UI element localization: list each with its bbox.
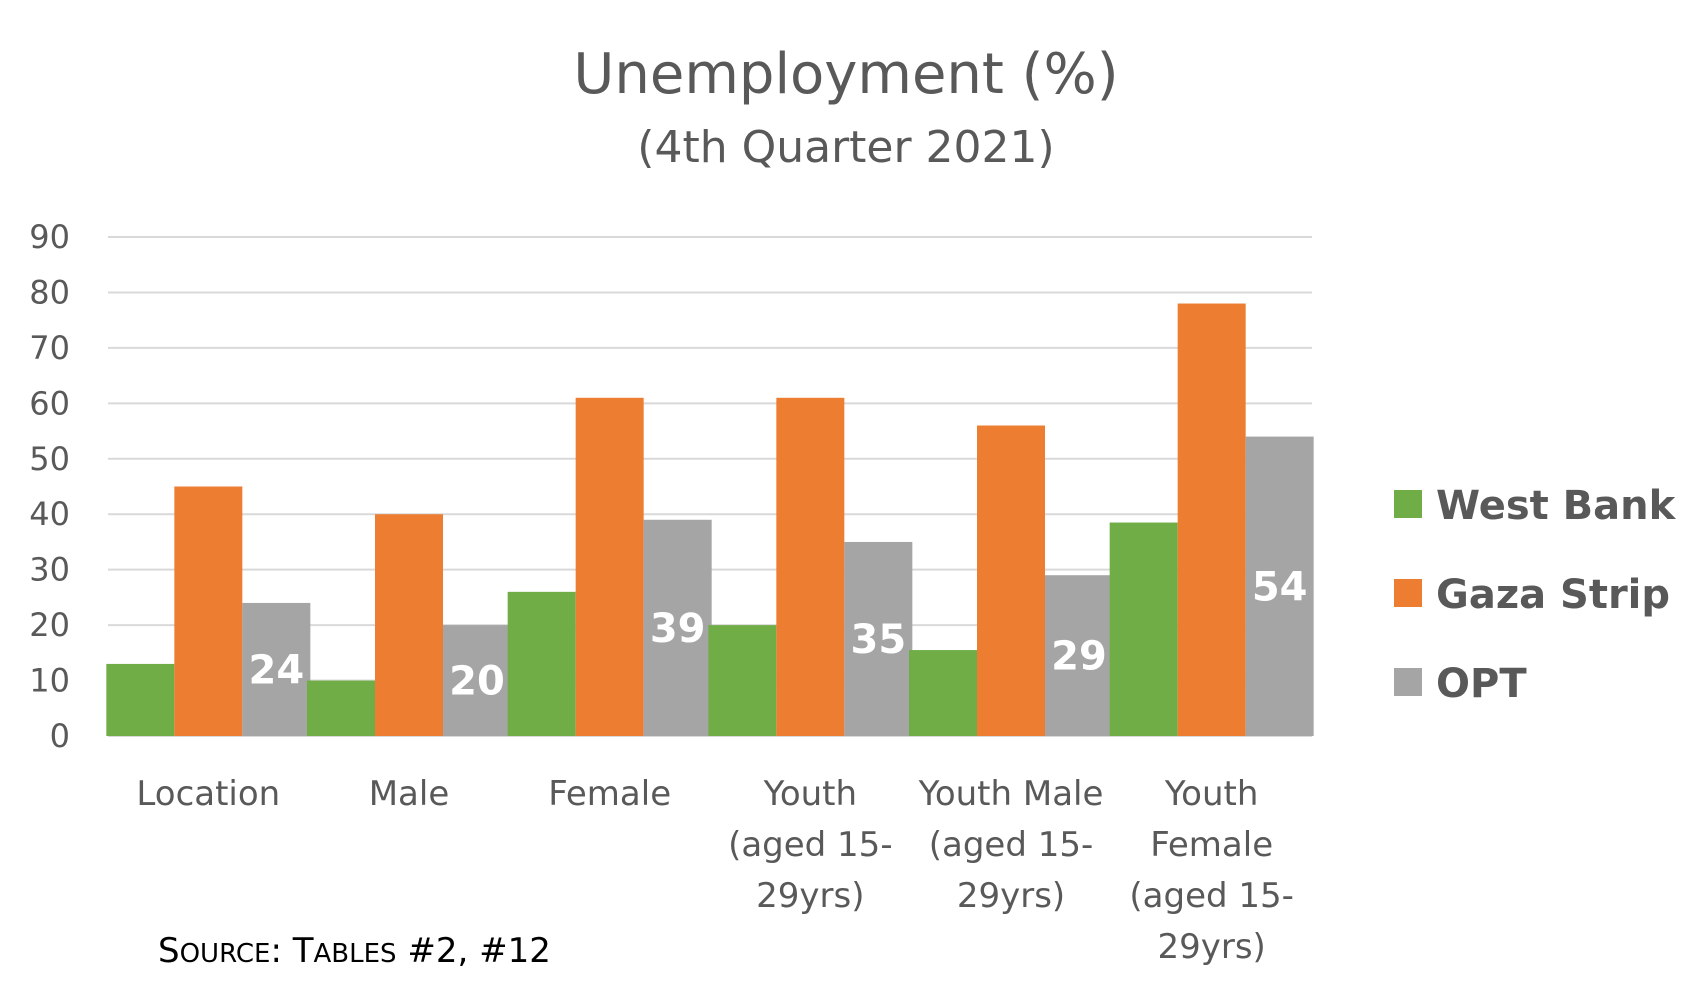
bar-gaza-strip-1 xyxy=(375,514,443,736)
x-axis-category-labels: Location Male Female Youth (aged 15- 29yrs) Yo… xyxy=(136,774,1294,967)
bar-west-bank-5 xyxy=(1109,522,1178,736)
data-label-opt-4: 29 xyxy=(1051,634,1107,680)
data-label-opt-5: 54 xyxy=(1252,564,1308,610)
category-label-5-line-2: (aged 15- xyxy=(1129,876,1294,916)
y-tick-label-80: 80 xyxy=(29,273,70,311)
y-tick-label-30: 30 xyxy=(29,551,70,589)
bar-gaza-strip-3 xyxy=(776,397,845,736)
legend-swatch-opt xyxy=(1394,668,1422,696)
category-label-5-line-3: 29yrs) xyxy=(1157,927,1265,967)
legend-label-west-bank: West Bank xyxy=(1436,483,1677,529)
bar-opt-3 xyxy=(844,541,913,736)
y-tick-label-70: 70 xyxy=(29,329,70,367)
category-label-0-line-0: Location xyxy=(136,774,280,814)
bar-gaza-strip-5 xyxy=(1177,303,1246,736)
source-note: SOURCE: TABLES #2, #12 xyxy=(158,931,551,971)
category-label-3-line-0: Youth xyxy=(763,774,857,814)
bar-opt-5 xyxy=(1245,436,1314,736)
bar-west-bank-0 xyxy=(106,663,175,736)
source-cap-s: S xyxy=(158,931,180,971)
chart-subtitle: (4th Quarter 2021) xyxy=(637,122,1054,173)
bar-opt-1 xyxy=(443,625,511,736)
category-label-3-line-1: (aged 15- xyxy=(728,825,893,865)
data-label-opt-0: 24 xyxy=(248,647,304,693)
bar-gaza-strip-0 xyxy=(174,486,243,736)
category-label-3-line-2: 29yrs) xyxy=(756,876,864,916)
data-labels: 24 20 39 35 29 54 xyxy=(248,564,1307,704)
y-tick-label-50: 50 xyxy=(29,440,70,478)
bar-opt-4 xyxy=(1045,575,1113,736)
data-label-opt-3: 35 xyxy=(850,617,906,663)
category-label-5-line-1: Female xyxy=(1150,825,1273,865)
source-cap-t: T xyxy=(292,931,314,971)
data-label-opt-1: 20 xyxy=(449,659,505,705)
y-tick-label-10: 10 xyxy=(29,662,70,700)
category-label-4-line-1: (aged 15- xyxy=(929,825,1094,865)
category-label-2-line-0: Female xyxy=(548,774,671,814)
y-tick-label-0: 0 xyxy=(50,717,70,755)
source-table-numbers: #2, #12 xyxy=(397,931,551,971)
y-tick-label-60: 60 xyxy=(29,384,70,422)
category-label-4-line-2: 29yrs) xyxy=(957,876,1065,916)
bar-west-bank-1 xyxy=(307,680,375,736)
data-label-opt-2: 39 xyxy=(650,606,706,652)
legend-label-gaza-strip: Gaza Strip xyxy=(1436,572,1670,618)
bar-gaza-strip-2 xyxy=(575,397,644,736)
bars xyxy=(106,303,1314,736)
bar-west-bank-2 xyxy=(507,591,576,736)
bar-opt-2 xyxy=(643,519,712,736)
y-tick-label-40: 40 xyxy=(29,495,70,533)
y-tick-label-90: 90 xyxy=(29,218,70,256)
bar-gaza-strip-4 xyxy=(977,425,1045,736)
category-label-4-line-0: Youth Male xyxy=(918,774,1104,814)
source-smallcaps-ource: OURCE xyxy=(180,939,271,969)
bar-west-bank-3 xyxy=(708,625,777,736)
legend: West Bank Gaza Strip OPT xyxy=(1394,483,1677,707)
legend-swatch-gaza-strip xyxy=(1394,579,1422,607)
legend-label-opt: OPT xyxy=(1436,661,1527,707)
category-label-1-line-0: Male xyxy=(369,774,450,814)
y-axis-tick-labels: 0 10 20 30 40 50 60 70 80 90 xyxy=(29,218,70,755)
source-colon: : xyxy=(270,931,292,971)
y-tick-label-20: 20 xyxy=(29,606,70,644)
bar-opt-0 xyxy=(242,602,311,736)
legend-swatch-west-bank xyxy=(1394,490,1422,518)
category-label-5-line-0: Youth xyxy=(1164,774,1258,814)
chart-title: Unemployment (%) xyxy=(573,42,1118,107)
bar-west-bank-4 xyxy=(909,650,977,736)
source-smallcaps-ables: ABLES xyxy=(314,939,397,969)
